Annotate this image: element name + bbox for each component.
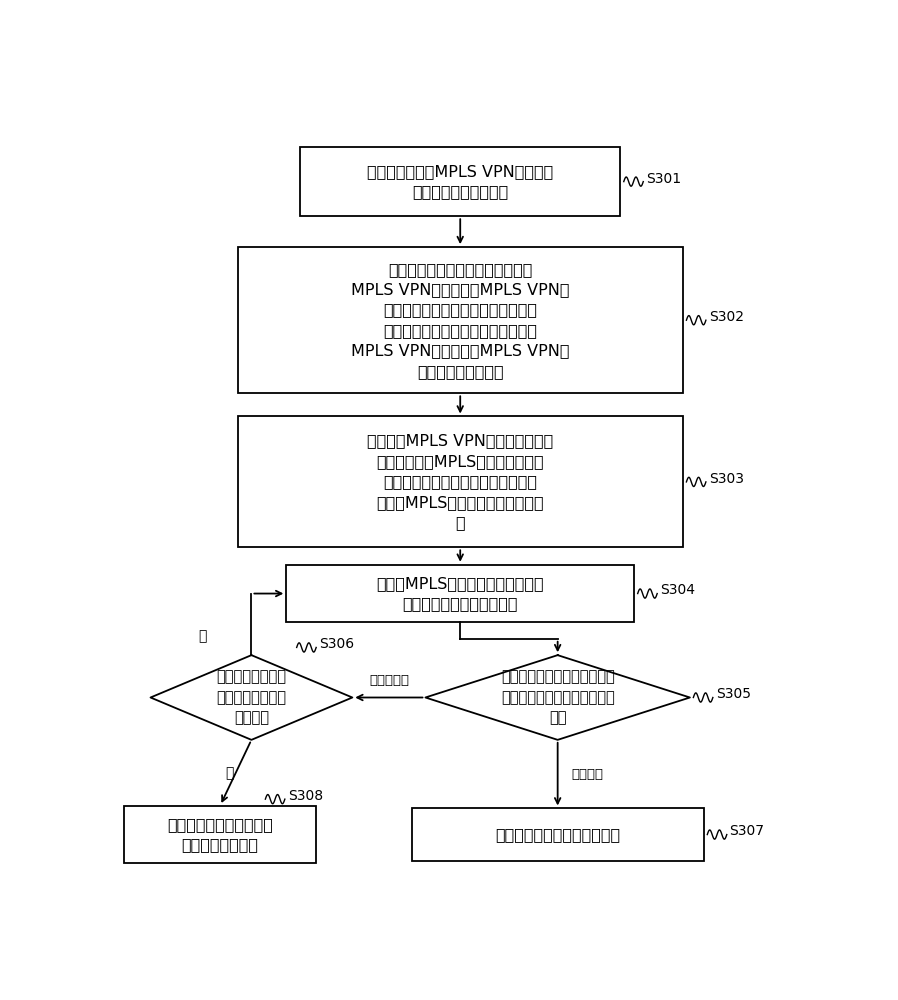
Bar (237, 416, 683, 547)
Bar (286, 565, 634, 622)
Polygon shape (151, 655, 352, 740)
Text: S305: S305 (716, 687, 751, 701)
Bar (125, 806, 316, 863)
Bar (300, 147, 621, 216)
Text: 判断所述接口是否
还存在绑定的业务
匹配规则: 判断所述接口是否 还存在绑定的业务 匹配规则 (216, 670, 286, 725)
Text: 根据匹配结果对报文进行处理: 根据匹配结果对报文进行处理 (495, 827, 621, 842)
Text: 否: 否 (225, 766, 234, 780)
Text: S304: S304 (660, 583, 695, 597)
Text: S306: S306 (319, 637, 354, 651)
Text: 从所述MPLS接入设备的接口接收用
户设备发送的普通业务报文: 从所述MPLS接入设备的接口接收用 户设备发送的普通业务报文 (376, 576, 544, 611)
Text: 根据所述MPLS VPN实例，将所述业
务匹配规则与MPLS接入设备的接口
进行动态绑定，则所述接收的报文为
从所述MPLS接入设备的接口接收到
的: 根据所述MPLS VPN实例，将所述业 务匹配规则与MPLS接入设备的接口 进行… (367, 434, 553, 530)
Text: S308: S308 (287, 789, 322, 803)
Text: S302: S302 (709, 310, 744, 324)
Text: 匹配成功: 匹配成功 (571, 768, 603, 781)
Polygon shape (426, 655, 690, 740)
Text: S307: S307 (729, 824, 764, 838)
Text: 匹配不成功: 匹配不成功 (369, 674, 409, 687)
Text: S303: S303 (709, 472, 744, 486)
Text: 根据所述接口绑定的业务匹配
规则对所述普通业务报文进行
匹配: 根据所述接口绑定的业务匹配 规则对所述普通业务报文进行 匹配 (501, 670, 614, 725)
Text: 是: 是 (198, 630, 207, 644)
Bar (411, 808, 704, 861)
Text: 根据所述业务匹配规则，生成所述
MPLS VPN接入业务与MPLS VPN实
例之间的静态映射关系，其中所述静
态映射关系至少包括业务匹配规则、
MPLS VP: 根据所述业务匹配规则，生成所述 MPLS VPN接入业务与MPLS VPN实 例… (351, 262, 569, 379)
Text: 不对报文做处理，按正常
网络协议传输报文: 不对报文做处理，按正常 网络协议传输报文 (167, 817, 273, 852)
Bar (237, 247, 683, 393)
Text: 根据用户定制的MPLS VPN接入业务
信息生成业务匹配规则: 根据用户定制的MPLS VPN接入业务 信息生成业务匹配规则 (367, 164, 553, 199)
Text: S301: S301 (646, 172, 682, 186)
